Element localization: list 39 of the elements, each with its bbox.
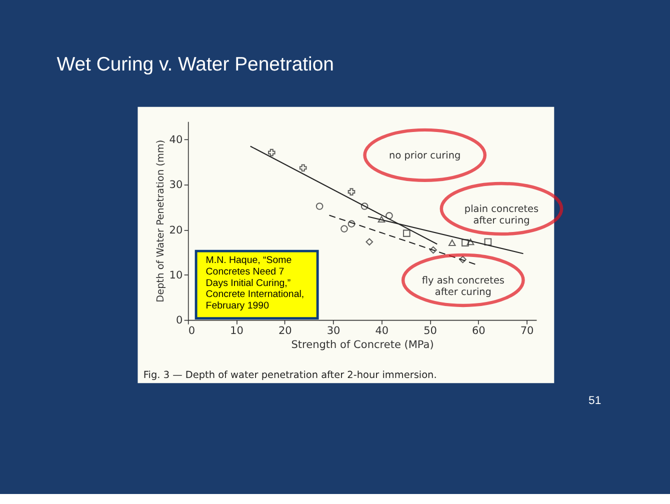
x-axis-title: Strength of Concrete (MPa) <box>291 338 434 351</box>
point <box>299 164 307 172</box>
chart-title: Wet Curing v. Water Penetration <box>56 53 334 76</box>
point <box>378 216 386 223</box>
point <box>466 238 474 246</box>
point <box>386 212 393 220</box>
x-tick-label: 20 <box>278 325 292 338</box>
y-axis-title: Depth of Water Penetration (mm) <box>156 140 167 302</box>
x-tick-label: 40 <box>375 325 389 338</box>
point <box>268 148 276 156</box>
point <box>484 238 492 246</box>
caption: Fig. 3 — Depth of water penetration after 2-hour immersion. <box>143 370 437 382</box>
text: 51 <box>588 395 602 408</box>
x-tick-label: 60 <box>472 325 486 338</box>
point <box>448 240 456 246</box>
point <box>340 225 348 232</box>
point <box>462 239 469 246</box>
point <box>459 256 466 264</box>
annotation: plain concretes after curing <box>464 204 539 226</box>
y-tick-label: 40 <box>169 134 183 146</box>
x-tick-label: 30 <box>326 325 340 338</box>
y-tick-label: 0 <box>176 314 183 327</box>
x-tick-label: 0 <box>188 325 196 338</box>
annotation: M.N. Haque, “Some Concretes Need 7 Days Initial Curing,” Concrete International, February 1990 <box>206 255 304 312</box>
point <box>366 238 374 246</box>
point <box>348 188 356 196</box>
annotation: fly ash concretes after curing <box>422 275 504 298</box>
y-tick-label: 30 <box>169 179 183 192</box>
y-tick-label: 10 <box>169 269 183 282</box>
point <box>316 202 324 210</box>
point <box>430 246 437 254</box>
annotation: no prior curing <box>389 150 461 162</box>
x-tick-label: 10 <box>230 325 244 338</box>
y-tick-label: 20 <box>169 224 183 236</box>
x-tick-label: 50 <box>424 325 437 338</box>
point <box>402 230 410 237</box>
point <box>360 202 368 210</box>
point <box>348 220 356 228</box>
x-tick-label: 70 <box>520 325 534 338</box>
